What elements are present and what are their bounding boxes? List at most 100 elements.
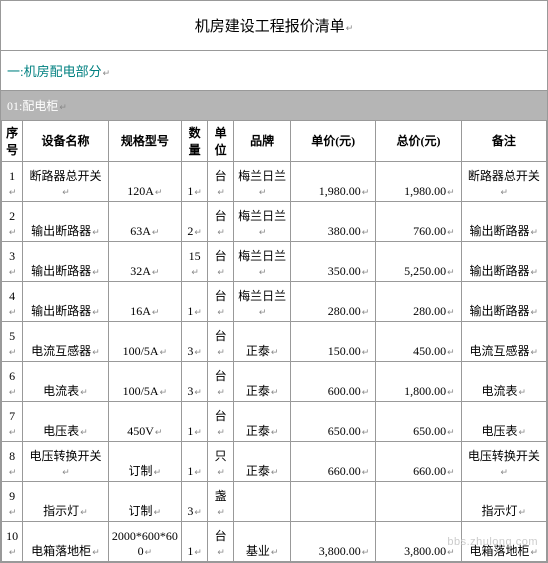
cell-name: 电压表↵	[23, 401, 108, 441]
col-unit: 单位	[208, 121, 234, 161]
cell-name: 电箱落地柜↵	[23, 521, 108, 561]
cell-brand: 正泰↵	[234, 441, 291, 481]
cell-note: 电压转换开关↵	[461, 441, 546, 481]
cell-qty: 1↵	[182, 521, 208, 561]
cell-unit: 盏↵	[208, 481, 234, 521]
cell-qty: 2↵	[182, 201, 208, 241]
cell-idx: 6↵	[2, 361, 23, 401]
section-heading: 一:机房配电部分↵	[1, 51, 547, 91]
cell-unit: 台↵	[208, 401, 234, 441]
cell-idx: 2↵	[2, 201, 23, 241]
table-row: 8↵电压转换开关↵订制↵1↵只↵正泰↵660.00↵660.00↵电压转换开关↵	[2, 441, 547, 481]
cell-qty: 1↵	[182, 441, 208, 481]
cell-price: 600.00↵	[291, 361, 376, 401]
cell-price: 650.00↵	[291, 401, 376, 441]
cell-spec: 16A↵	[108, 281, 181, 321]
cell-name: 电流互感器↵	[23, 321, 108, 361]
cell-total: 760.00↵	[376, 201, 461, 241]
cell-unit: 台↵	[208, 321, 234, 361]
col-note: 备注	[461, 121, 546, 161]
cell-note: 电流表↵	[461, 361, 546, 401]
col-brand: 品牌	[234, 121, 291, 161]
cell-idx: 9↵	[2, 481, 23, 521]
col-idx: 序号	[2, 121, 23, 161]
cell-unit: 台↵	[208, 241, 234, 281]
cell-qty: 3↵	[182, 481, 208, 521]
table-row: 10↵电箱落地柜↵2000*600*600↵1↵台↵基业↵3,800.00↵3,…	[2, 521, 547, 561]
cell-note: 指示灯↵	[461, 481, 546, 521]
cell-spec: 订制↵	[108, 441, 181, 481]
cell-qty: 15↵	[182, 241, 208, 281]
cell-brand: 梅兰日兰↵	[234, 201, 291, 241]
cell-total	[376, 481, 461, 521]
cell-name: 电流表↵	[23, 361, 108, 401]
section-text: 一:机房配电部分	[7, 64, 102, 79]
cell-spec: 100/5A↵	[108, 361, 181, 401]
cell-name: 输出断路器↵	[23, 201, 108, 241]
cell-unit: 台↵	[208, 201, 234, 241]
cell-price: 660.00↵	[291, 441, 376, 481]
table-row: 4↵输出断路器↵16A↵1↵台↵梅兰日兰↵280.00↵280.00↵输出断路器…	[2, 281, 547, 321]
cell-idx: 4↵	[2, 281, 23, 321]
cell-brand: 正泰↵	[234, 401, 291, 441]
cell-unit: 台↵	[208, 281, 234, 321]
cell-price: 3,800.00↵	[291, 521, 376, 561]
quotation-table: 序号 设备名称 规格型号 数量 单位 品牌 单价(元) 总价(元) 备注 1↵ 断…	[1, 121, 547, 562]
col-price: 单价(元)	[291, 121, 376, 161]
cell-brand	[234, 481, 291, 521]
cell-name: 输出断路器↵	[23, 241, 108, 281]
cell-qty: 1↵	[182, 161, 208, 201]
cell-spec: 32A↵	[108, 241, 181, 281]
cell-idx: 10↵	[2, 521, 23, 561]
cell-name: 输出断路器↵	[23, 281, 108, 321]
cell-qty: 1↵	[182, 281, 208, 321]
cell-price: 150.00↵	[291, 321, 376, 361]
col-total: 总价(元)	[376, 121, 461, 161]
cell-note: 输出断路器↵	[461, 241, 546, 281]
cell-idx: 3↵	[2, 241, 23, 281]
return-mark: ↵	[102, 68, 111, 78]
cell-name: 断路器总开关↵	[23, 161, 108, 201]
document-container: 机房建设工程报价清单↵ 一:机房配电部分↵ 01:配电柜↵ 序号 设备名称 规格…	[0, 0, 548, 563]
cell-total: 5,250.00↵	[376, 241, 461, 281]
subsection-text: 01:配电柜	[7, 99, 58, 113]
table-row: 1↵断路器总开关↵120A↵1↵台↵梅兰日兰↵1,980.00↵1,980.00…	[2, 161, 547, 201]
cell-total: 660.00↵	[376, 441, 461, 481]
table-row: 2↵输出断路器↵63A↵2↵台↵梅兰日兰↵380.00↵760.00↵输出断路器…	[2, 201, 547, 241]
cell-note: 输出断路器↵	[461, 281, 546, 321]
cell-spec: 2000*600*600↵	[108, 521, 181, 561]
title-text: 机房建设工程报价清单	[195, 19, 345, 35]
page-title: 机房建设工程报价清单↵	[1, 1, 547, 51]
cell-qty: 1↵	[182, 401, 208, 441]
col-name: 设备名称	[23, 121, 108, 161]
return-mark: ↵	[58, 102, 67, 112]
cell-note: 电箱落地柜↵	[461, 521, 546, 561]
cell-price: 1,980.00↵	[291, 161, 376, 201]
cell-total: 450.00↵	[376, 321, 461, 361]
table-row: 6↵电流表↵100/5A↵3↵台↵正泰↵600.00↵1,800.00↵电流表↵	[2, 361, 547, 401]
cell-brand: 梅兰日兰↵	[234, 241, 291, 281]
cell-spec: 订制↵	[108, 481, 181, 521]
cell-price: 280.00↵	[291, 281, 376, 321]
table-row: 5↵电流互感器↵100/5A↵3↵台↵正泰↵150.00↵450.00↵电流互感…	[2, 321, 547, 361]
table-row: 7↵电压表↵450V↵1↵台↵正泰↵650.00↵650.00↵电压表↵	[2, 401, 547, 441]
cell-name: 电压转换开关↵	[23, 441, 108, 481]
cell-total: 3,800.00↵	[376, 521, 461, 561]
cell-idx: 7↵	[2, 401, 23, 441]
cell-note: 电压表↵	[461, 401, 546, 441]
cell-unit: 台↵	[208, 361, 234, 401]
cell-total: 1,980.00↵	[376, 161, 461, 201]
table-row: 3↵输出断路器↵32A↵15↵台↵梅兰日兰↵350.00↵5,250.00↵输出…	[2, 241, 547, 281]
cell-name: 指示灯↵	[23, 481, 108, 521]
return-mark: ↵	[345, 23, 354, 33]
col-qty: 数量	[182, 121, 208, 161]
cell-brand: 正泰↵	[234, 321, 291, 361]
cell-spec: 63A↵	[108, 201, 181, 241]
col-spec: 规格型号	[108, 121, 181, 161]
cell-brand: 梅兰日兰↵	[234, 281, 291, 321]
cell-note: 输出断路器↵	[461, 201, 546, 241]
table-header-row: 序号 设备名称 规格型号 数量 单位 品牌 单价(元) 总价(元) 备注	[2, 121, 547, 161]
cell-unit: 只↵	[208, 441, 234, 481]
cell-note: 断路器总开关↵	[461, 161, 546, 201]
cell-brand: 梅兰日兰↵	[234, 161, 291, 201]
